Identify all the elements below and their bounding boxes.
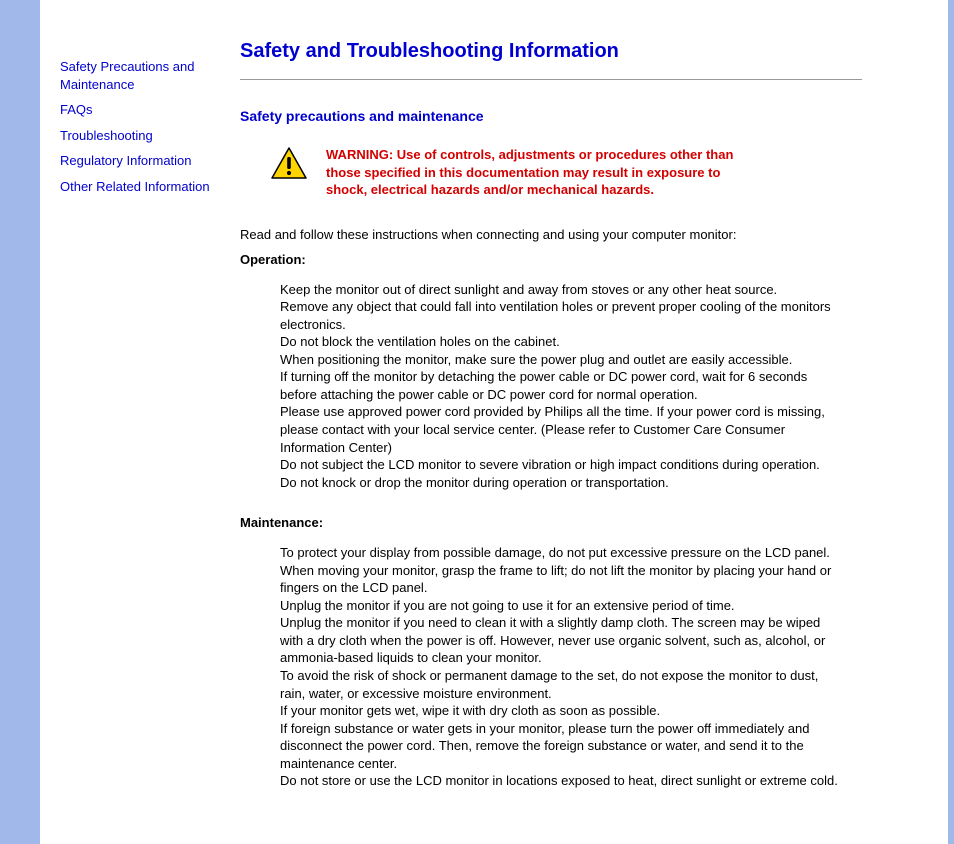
nav-link-troubleshooting[interactable]: Troubleshooting: [60, 127, 218, 145]
warning-text: WARNING: Use of controls, adjustments or…: [326, 146, 756, 199]
sidebar-nav: Safety Precautions and Maintenance FAQs …: [40, 0, 230, 844]
intro-text: Read and follow these instructions when …: [240, 227, 862, 242]
list-item: Do not subject the LCD monitor to severe…: [280, 456, 840, 474]
list-item: Remove any object that could fall into v…: [280, 298, 840, 333]
warning-block: WARNING: Use of controls, adjustments or…: [270, 146, 862, 199]
list-item: If your monitor gets wet, wipe it with d…: [280, 702, 840, 720]
left-accent-bar: [0, 0, 40, 844]
page-title: Safety and Troubleshooting Information: [240, 40, 862, 63]
nav-link-other-related[interactable]: Other Related Information: [60, 178, 218, 196]
list-item: If foreign substance or water gets in yo…: [280, 720, 840, 773]
content-container: Safety Precautions and Maintenance FAQs …: [40, 0, 920, 844]
list-item: To avoid the risk of shock or permanent …: [280, 667, 840, 702]
right-accent-bar: [920, 0, 954, 844]
title-divider: [240, 79, 862, 80]
warning-icon: [270, 146, 308, 180]
list-item: Please use approved power cord provided …: [280, 403, 840, 456]
list-item: Do not store or use the LCD monitor in l…: [280, 772, 840, 790]
maintenance-list: To protect your display from possible da…: [280, 544, 840, 790]
list-item: When positioning the monitor, make sure …: [280, 351, 840, 369]
nav-link-regulatory[interactable]: Regulatory Information: [60, 152, 218, 170]
operation-list: Keep the monitor out of direct sunlight …: [280, 281, 840, 492]
maintenance-label: Maintenance:: [240, 515, 862, 530]
list-item: If turning off the monitor by detaching …: [280, 368, 840, 403]
list-item: To protect your display from possible da…: [280, 544, 840, 597]
list-item: Keep the monitor out of direct sunlight …: [280, 281, 840, 299]
list-item: Unplug the monitor if you are not going …: [280, 597, 840, 615]
main-content: Safety and Troubleshooting Information S…: [230, 0, 920, 844]
list-item: Unplug the monitor if you need to clean …: [280, 614, 840, 667]
nav-link-faqs[interactable]: FAQs: [60, 101, 218, 119]
operation-label: Operation:: [240, 252, 862, 267]
list-item: Do not knock or drop the monitor during …: [280, 474, 840, 492]
nav-link-safety-precautions[interactable]: Safety Precautions and Maintenance: [60, 58, 218, 93]
list-item: Do not block the ventilation holes on th…: [280, 333, 840, 351]
page: Safety Precautions and Maintenance FAQs …: [0, 0, 954, 844]
section-subtitle: Safety precautions and maintenance: [240, 108, 862, 124]
